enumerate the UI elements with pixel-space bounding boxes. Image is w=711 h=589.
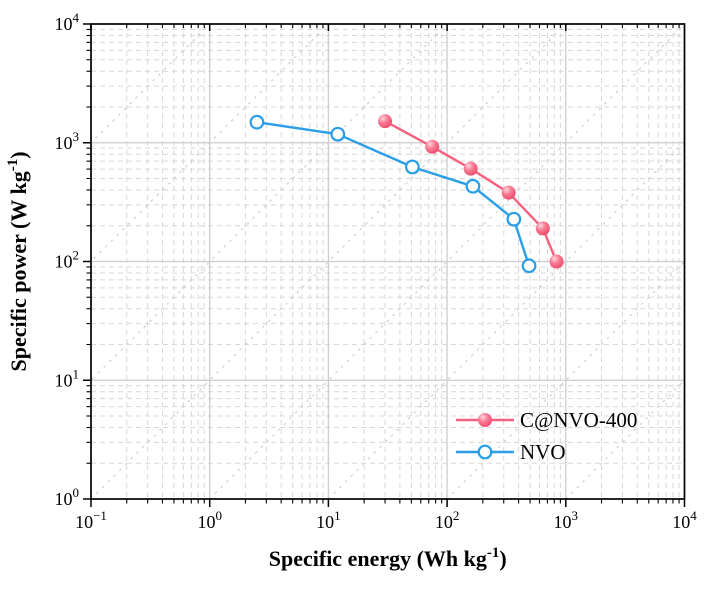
data-point-nvo: [523, 260, 536, 273]
y-axis-title: Specific power (W kg-1): [5, 151, 31, 371]
data-point-c-nvo-400: [378, 114, 392, 128]
data-point-nvo: [331, 128, 344, 141]
data-point-c-nvo-400: [425, 140, 439, 154]
legend-marker-c-nvo-400: [478, 413, 492, 427]
data-point-c-nvo-400: [536, 221, 550, 235]
legend-label-nvo: NVO: [520, 440, 566, 464]
x-axis-title: Specific energy (Wh kg-1): [269, 545, 507, 571]
data-point-nvo: [467, 180, 480, 193]
data-point-nvo: [251, 116, 264, 129]
legend-label-c-nvo-400: C@NVO-400: [520, 408, 637, 432]
data-point-c-nvo-400: [502, 186, 516, 200]
data-point-c-nvo-400: [550, 255, 564, 269]
data-point-nvo: [406, 161, 419, 174]
legend-marker-nvo: [479, 446, 492, 459]
data-point-nvo: [508, 213, 521, 226]
data-point-c-nvo-400: [464, 162, 478, 176]
